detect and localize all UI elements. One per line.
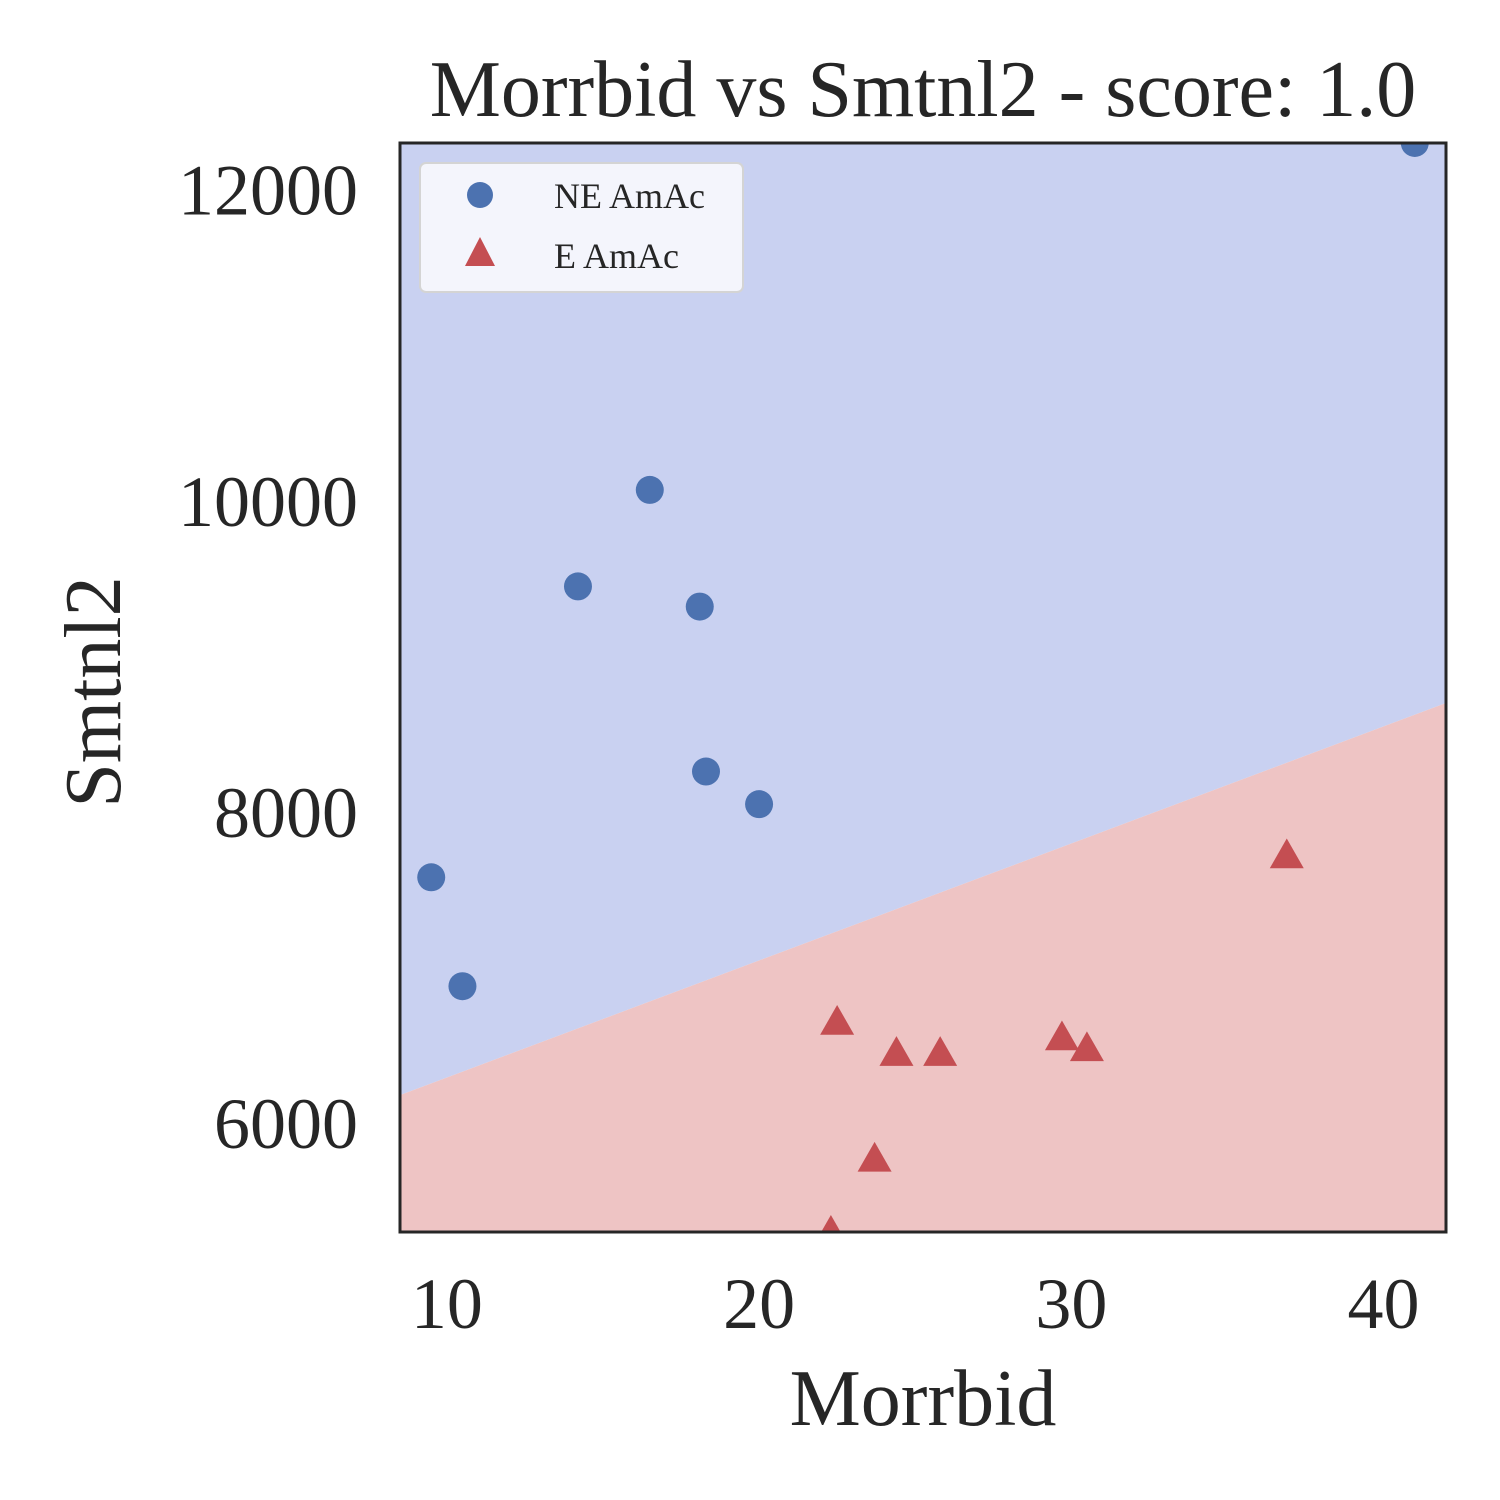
region-ne-amac: [400, 143, 1446, 1096]
y-axis-ticks: 6000 8000 10000 12000: [178, 151, 358, 1164]
legend-marker-ne-amac: [467, 182, 493, 208]
y-tick-label: 10000: [178, 462, 358, 542]
x-tick-label: 10: [411, 1264, 483, 1344]
legend-label-e-amac: E AmAc: [554, 236, 679, 276]
x-axis-ticks: 10 20 30 40: [411, 1264, 1420, 1344]
legend-label-ne-amac: NE AmAc: [554, 176, 705, 216]
y-tick-label: 6000: [214, 1084, 358, 1164]
point-ne-amac: [417, 863, 446, 892]
point-ne-amac: [1400, 143, 1429, 157]
point-ne-amac: [691, 757, 720, 786]
data-points: [417, 143, 1429, 1232]
point-ne-amac: [563, 572, 592, 601]
legend: NE AmAc E AmAc: [419, 162, 744, 293]
x-tick-label: 30: [1035, 1264, 1107, 1344]
y-tick-label: 8000: [214, 773, 358, 853]
point-ne-amac: [448, 972, 477, 1001]
point-e-amac: [923, 1036, 958, 1066]
y-tick-label: 12000: [178, 151, 358, 231]
y-axis-label: Smtnl2: [50, 576, 138, 807]
point-e-amac: [1044, 1020, 1079, 1051]
point-ne-amac: [685, 592, 714, 621]
chart-title: Morrbid vs Smtnl2 - score: 1.0: [430, 46, 1417, 134]
plot-frame: [398, 141, 1448, 1234]
decision-regions: [400, 143, 1446, 1232]
point-ne-amac: [635, 475, 664, 504]
point-e-amac: [820, 1004, 855, 1035]
point-e-amac: [857, 1141, 892, 1172]
region-e-amac: [400, 703, 1446, 1232]
x-tick-label: 40: [1348, 1264, 1420, 1344]
legend-box: [419, 162, 744, 293]
point-ne-amac: [745, 790, 774, 819]
point-e-amac: [1269, 838, 1304, 869]
x-tick-label: 20: [723, 1264, 795, 1344]
point-e-amac: [1069, 1031, 1104, 1062]
point-e-amac: [821, 1215, 841, 1232]
x-axis-label: Morrbid: [790, 1355, 1057, 1443]
point-e-amac: [879, 1036, 914, 1066]
legend-marker-e-amac: [465, 237, 495, 266]
